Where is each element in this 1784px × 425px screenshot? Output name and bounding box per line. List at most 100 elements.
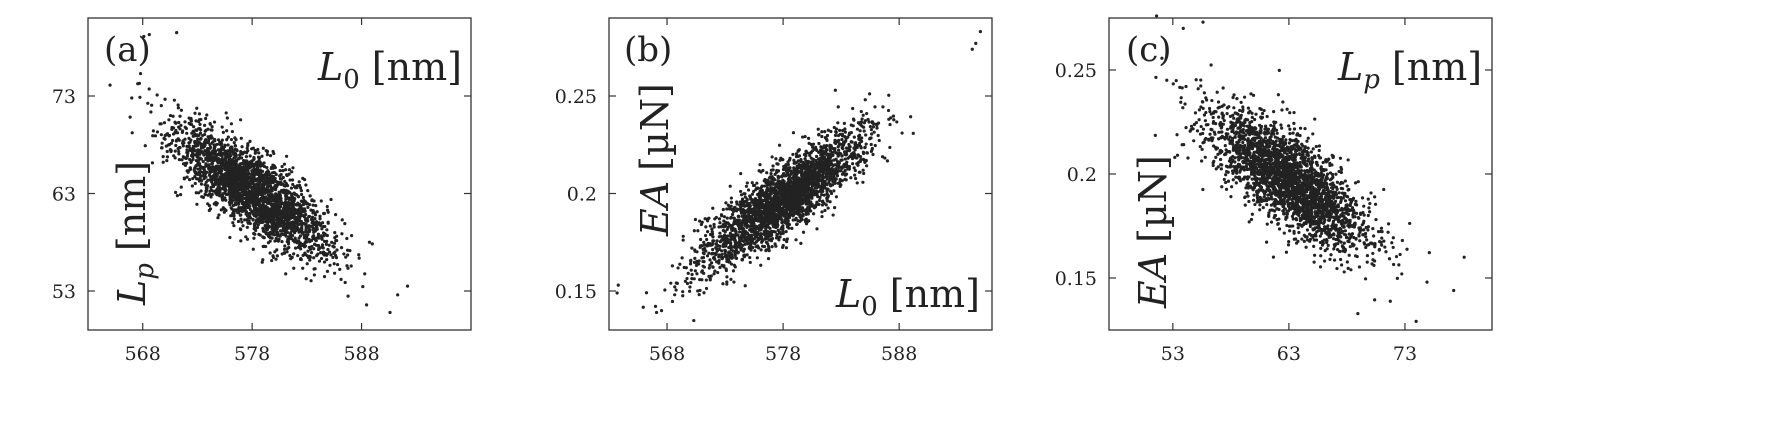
scatter-point-a <box>243 150 247 154</box>
scatter-point-a <box>193 166 197 170</box>
scatter-point-a <box>283 213 288 217</box>
scatter-point-a <box>283 244 287 248</box>
scatter-point-a <box>281 169 285 173</box>
scatter-point-a <box>151 134 155 138</box>
scatter-point-a <box>293 231 297 235</box>
scatter-point-a <box>204 128 208 132</box>
scatter-point-a <box>210 161 214 166</box>
scatter-point-b <box>738 246 742 250</box>
scatter-point-b <box>801 164 805 168</box>
scatter-point-a <box>283 179 287 183</box>
scatter-point-b <box>792 158 796 162</box>
scatter-point-a <box>306 205 310 209</box>
scatter-point-b <box>773 230 777 234</box>
scatter-point-b <box>843 177 847 181</box>
scatter-point-a <box>298 244 302 248</box>
scatter-point-b <box>814 145 818 149</box>
scatter-point-a <box>264 219 268 224</box>
scatter-point-b <box>690 272 694 277</box>
scatter-point-a <box>219 141 223 145</box>
scatter-point-b <box>824 171 828 175</box>
scatter-point-b <box>858 170 862 174</box>
scatter-point-a <box>306 189 310 193</box>
scatter-point-a <box>305 262 309 266</box>
scatter-point-b <box>729 216 733 220</box>
scatter-point-a <box>312 199 316 203</box>
scatter-point-a <box>253 179 257 183</box>
scatter-point-a <box>207 208 211 213</box>
scatter-point-b <box>729 232 733 237</box>
scatter-point-b <box>862 121 867 125</box>
scatter-point-a <box>171 114 175 118</box>
x-tick-label-a: 578 <box>234 343 270 365</box>
scatter-point-a <box>277 180 281 184</box>
scatter-point-a <box>321 250 326 254</box>
scatter-point-b <box>767 249 771 253</box>
scatter-point-b <box>867 92 872 96</box>
scatter-point-a <box>214 191 218 195</box>
scatter-point-b <box>729 196 733 200</box>
scatter-point-b <box>753 241 757 245</box>
scatter-point-a <box>333 231 337 235</box>
scatter-point-b <box>698 244 703 248</box>
scatter-point-a <box>258 161 262 165</box>
scatter-point-b <box>653 304 658 308</box>
scatter-point-a <box>231 221 235 225</box>
scatter-point-a <box>187 169 191 173</box>
scatter-point-b <box>768 226 772 231</box>
scatter-point-a <box>176 103 180 107</box>
scatter-point-a <box>357 256 361 260</box>
scatter-point-a <box>290 178 295 182</box>
scatter-point-b <box>701 264 705 268</box>
scatter-point-a <box>150 103 154 107</box>
scatter-point-b <box>844 146 849 150</box>
scatter-point-a <box>198 166 202 171</box>
scatter-point-a <box>294 193 298 197</box>
scatter-point-a <box>289 186 294 190</box>
scatter-points-a <box>108 31 410 315</box>
scatter-point-b <box>847 164 852 169</box>
scatter-point-b <box>847 149 851 153</box>
scatter-point-a <box>212 147 216 151</box>
scatter-point-b <box>860 139 864 143</box>
scatter-point-a <box>253 151 257 155</box>
scatter-point-a <box>151 129 155 133</box>
scatter-point-a <box>332 241 337 245</box>
scatter-point-b <box>702 252 706 256</box>
scatter-point-b <box>682 265 686 270</box>
scatter-point-a <box>246 170 250 175</box>
scatter-point-b <box>659 309 664 313</box>
scatter-point-a <box>233 201 237 205</box>
scatter-point-a <box>280 188 284 193</box>
scatter-point-a <box>331 244 335 248</box>
scatter-point-a <box>206 154 210 158</box>
scatter-point-b <box>748 260 752 265</box>
scatter-point-a <box>175 31 179 35</box>
scatter-point-b <box>716 270 720 275</box>
scatter-point-b <box>783 173 788 178</box>
scatter-point-b <box>757 216 761 220</box>
scatter-point-a <box>224 208 228 213</box>
scatter-point-a <box>234 197 238 202</box>
scatter-point-a <box>300 226 304 230</box>
scatter-point-b <box>711 235 715 239</box>
scatter-point-a <box>217 191 221 195</box>
scatter-point-a <box>270 165 274 169</box>
scatter-point-a <box>288 253 292 258</box>
scatter-point-b <box>747 211 751 215</box>
scatter-point-a <box>202 174 206 178</box>
scatter-point-b <box>726 234 730 238</box>
scatter-point-b <box>693 217 698 222</box>
scatter-point-a <box>282 247 287 251</box>
scatter-point-a <box>228 180 232 184</box>
scatter-point-b <box>799 216 803 220</box>
scatter-point-b <box>842 121 846 125</box>
scatter-point-b <box>834 195 839 199</box>
scatter-point-b <box>670 299 675 304</box>
scatter-point-a <box>313 216 317 221</box>
scatter-point-a <box>247 183 251 187</box>
scatter-point-b <box>750 181 754 185</box>
scatter-point-a <box>235 163 239 167</box>
scatter-point-a <box>246 163 250 167</box>
scatter-point-b <box>738 230 742 234</box>
